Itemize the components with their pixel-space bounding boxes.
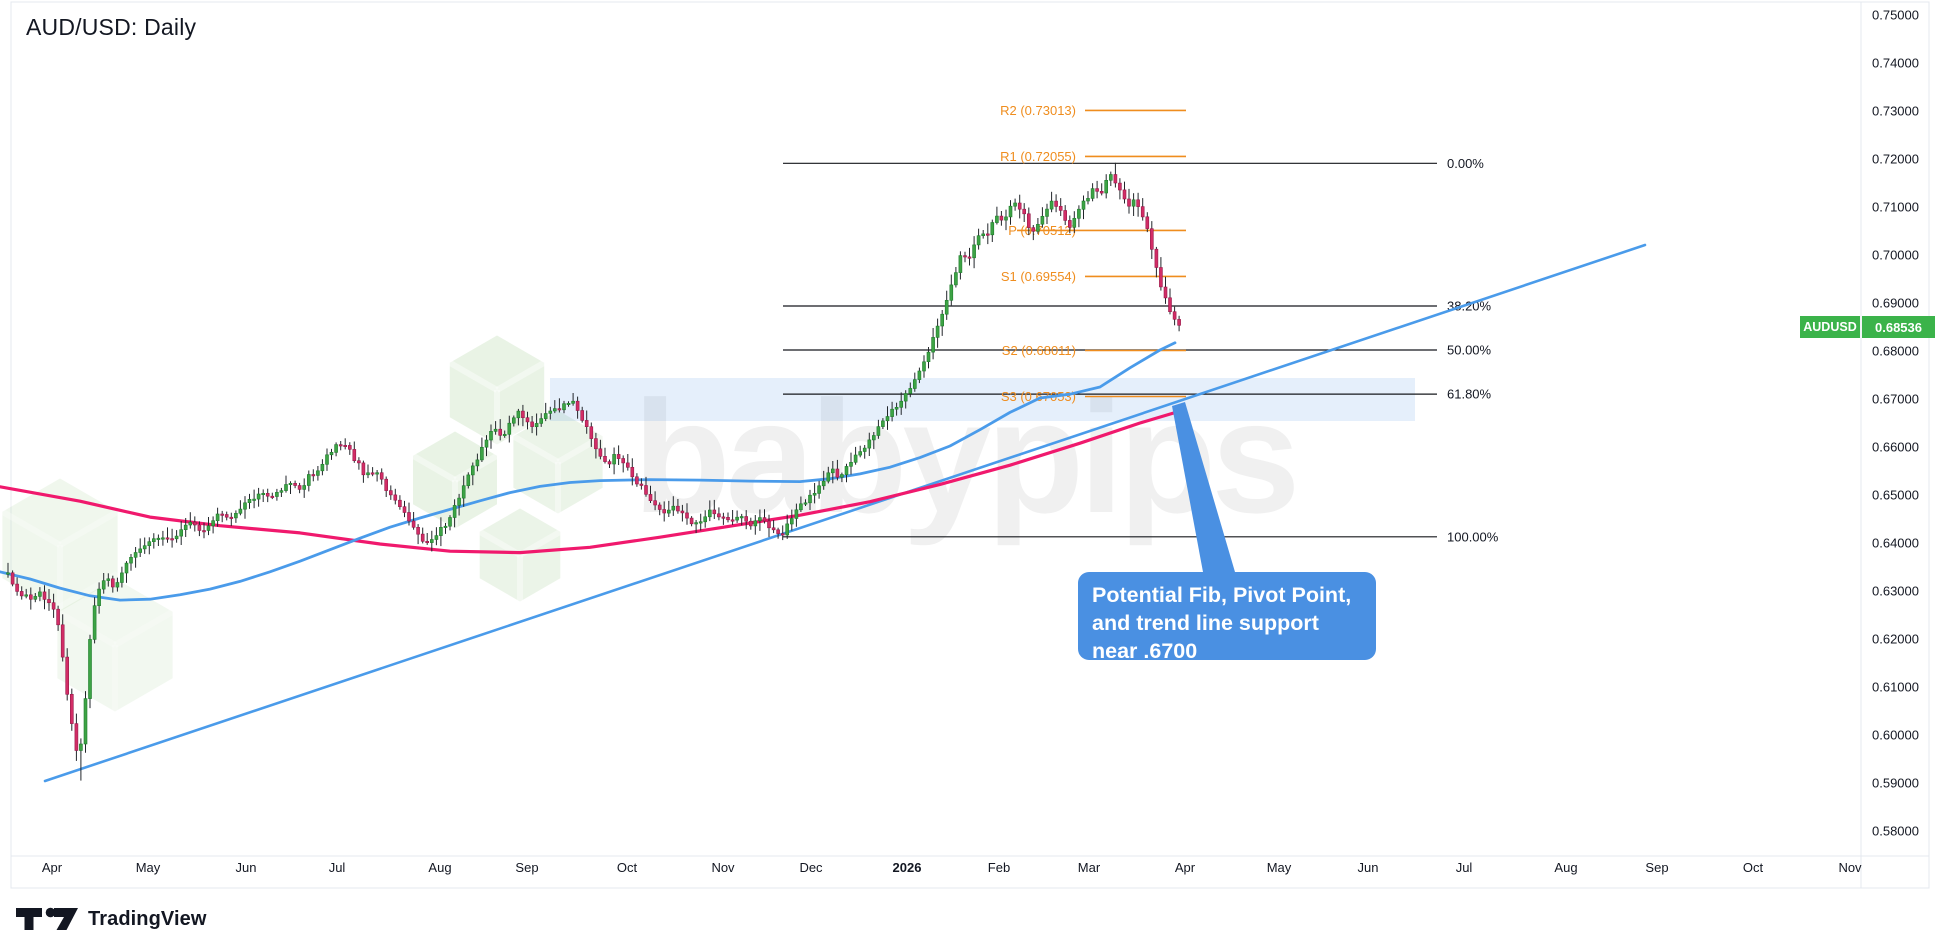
pivot-level-label: S1 (0.69554) <box>1001 269 1076 284</box>
tradingview-attribution[interactable]: TradingView <box>14 902 207 936</box>
price-axis-label[interactable]: 0.71000 <box>1872 200 1919 215</box>
callout-line-3: near .6700 <box>1092 639 1198 663</box>
callout-line-2: and trend line support <box>1092 611 1319 635</box>
pivot-level-label: S3 (0.67053) <box>1001 389 1076 404</box>
price-axis-label[interactable]: 0.62000 <box>1872 632 1919 647</box>
callout-line-1: Potential Fib, Pivot Point, <box>1092 583 1352 607</box>
callout-annotation[interactable]: Potential Fib, Pivot Point, and trend li… <box>1078 572 1376 663</box>
price-axis-label[interactable]: 0.65000 <box>1872 488 1919 503</box>
symbol-badge: AUDUSD <box>1800 316 1860 338</box>
pivot-level-label: P (0.70512) <box>1008 223 1076 238</box>
time-axis-label[interactable]: May <box>136 860 161 875</box>
time-axis-label[interactable]: Feb <box>988 860 1010 875</box>
pivot-level-label: R2 (0.73013) <box>1000 103 1076 118</box>
price-axis-label[interactable]: 0.63000 <box>1872 584 1919 599</box>
time-axis-label[interactable]: Nov <box>711 860 735 875</box>
time-axis-label[interactable]: Aug <box>1554 860 1577 875</box>
time-axis-label[interactable]: Sep <box>515 860 538 875</box>
time-axis-label[interactable]: Dec <box>799 860 823 875</box>
price-axis-label[interactable]: 0.75000 <box>1872 8 1919 23</box>
time-axis-label[interactable]: May <box>1267 860 1292 875</box>
price-axis-label[interactable]: 0.66000 <box>1872 440 1919 455</box>
tradingview-logo-icon <box>16 907 78 930</box>
fib-level-label: 38.20% <box>1447 299 1492 314</box>
price-axis-label[interactable]: 0.67000 <box>1872 392 1919 407</box>
price-axis-label[interactable]: 0.58000 <box>1872 824 1919 839</box>
price-axis-label[interactable]: 0.69000 <box>1872 296 1919 311</box>
price-axis-label[interactable]: 0.60000 <box>1872 728 1919 743</box>
price-axis-label[interactable]: 0.73000 <box>1872 104 1919 119</box>
fib-level-label: 61.80% <box>1447 387 1492 402</box>
time-axis-label[interactable]: Jul <box>1456 860 1473 875</box>
time-axis-label[interactable]: Jun <box>236 860 257 875</box>
price-axis-label[interactable]: 0.64000 <box>1872 536 1919 551</box>
time-axis-label[interactable]: Oct <box>1743 860 1764 875</box>
price-axis-label[interactable]: 0.70000 <box>1872 248 1919 263</box>
price-axis-label[interactable]: 0.68000 <box>1872 344 1919 359</box>
time-axis-label[interactable]: Mar <box>1078 860 1101 875</box>
pivot-level-label: R1 (0.72055) <box>1000 149 1076 164</box>
time-axis-label[interactable]: Nov <box>1838 860 1862 875</box>
price-axis-label[interactable]: 0.72000 <box>1872 152 1919 167</box>
pivot-level-label: S2 (0.68011) <box>1002 343 1076 358</box>
time-axis-label[interactable]: Apr <box>1175 860 1196 875</box>
time-axis-label[interactable]: 2026 <box>893 860 922 875</box>
page-title: AUD/USD: Daily <box>26 14 197 40</box>
time-axis-label[interactable]: Jun <box>1358 860 1379 875</box>
fib-level-label: 100.00% <box>1447 529 1499 544</box>
time-axis-label[interactable]: Oct <box>617 860 638 875</box>
fib-level-label: 0.00% <box>1447 156 1484 171</box>
time-axis-label[interactable]: Jul <box>329 860 346 875</box>
time-axis-label[interactable]: Aug <box>428 860 451 875</box>
price-axis-label[interactable]: 0.59000 <box>1872 776 1919 791</box>
price-axis-label[interactable]: 0.61000 <box>1872 680 1919 695</box>
fib-level-label: 50.00% <box>1447 343 1492 358</box>
tradingview-logo-text: TradingView <box>88 907 207 930</box>
time-axis-label[interactable]: Sep <box>1645 860 1668 875</box>
last-price-badge: 0.68536 <box>1862 316 1935 338</box>
time-axis-label[interactable]: Apr <box>42 860 63 875</box>
price-axis-label[interactable]: 0.74000 <box>1872 56 1919 71</box>
